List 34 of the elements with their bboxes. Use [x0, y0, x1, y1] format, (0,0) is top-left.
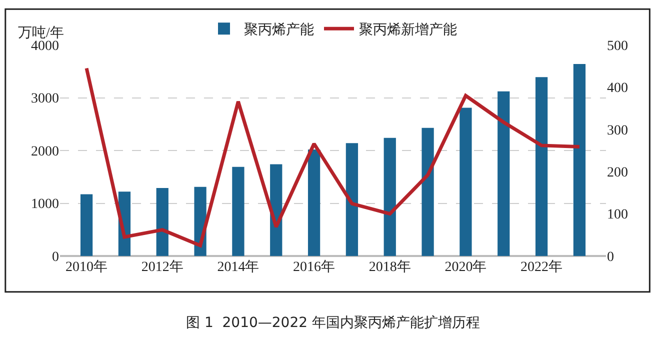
bar [498, 91, 510, 256]
y2-tick-label: 200 [607, 166, 628, 180]
bar [80, 194, 93, 256]
x-tick-label: 2018年 [368, 259, 411, 275]
x-tick-label: 2022年 [520, 259, 563, 275]
legend-label: 聚丙烯产能 [244, 22, 314, 38]
y-tick-label: 0 [52, 250, 59, 265]
bar [460, 108, 472, 256]
bar [308, 149, 320, 256]
x-tick-label: 2014年 [217, 259, 260, 275]
bar [384, 138, 396, 256]
bar [535, 77, 548, 256]
y2-tick-label: 500 [607, 38, 628, 54]
bar [232, 166, 244, 256]
y2-tick-label: 0 [607, 250, 614, 265]
line-series [84, 66, 582, 248]
bar [422, 128, 434, 256]
y2-tick-label: 400 [607, 81, 628, 96]
x-tick-label: 2020年 [444, 259, 487, 275]
y2-tick-label: 100 [607, 208, 628, 223]
y-tick-label: 2000 [31, 144, 59, 160]
y-tick-label: 3000 [31, 92, 59, 107]
legend-label: 聚丙烯新增产能 [359, 22, 457, 38]
bar [346, 143, 358, 256]
y-axis-title: 万吨/年 [18, 25, 64, 41]
caption: 图 1 2010—2022 年国内聚丙烯产能扩增历程 [186, 315, 480, 331]
x-tick-label: 2010年 [66, 259, 108, 275]
x-tick-label: 2012年 [141, 259, 184, 275]
y-tick-label: 4000 [31, 38, 59, 54]
x-tick-label: 2016年 [293, 259, 336, 275]
y2-tick-label: 300 [607, 123, 628, 138]
bar [156, 188, 168, 256]
y-tick-label: 1000 [31, 197, 59, 212]
bar [573, 64, 586, 256]
